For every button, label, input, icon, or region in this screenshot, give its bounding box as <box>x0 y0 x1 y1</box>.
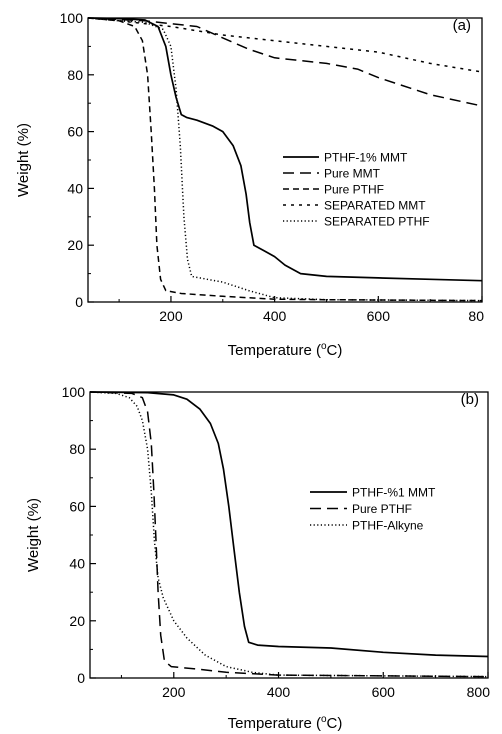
series-line-pure-pthf <box>89 391 489 678</box>
panel-b-series <box>89 391 489 678</box>
y-tick-label: 0 <box>75 294 83 310</box>
legend-entry-label: Pure PTHF <box>352 502 412 516</box>
y-tick-label: 100 <box>62 384 86 400</box>
y-tick-label: 20 <box>69 613 85 629</box>
x-tick-label: 800 <box>467 684 491 700</box>
series-line-pthf-1-mmt <box>87 17 483 282</box>
legend-entry-label: SEPARATED MMT <box>324 199 426 213</box>
x-tick-label: 200 <box>162 684 186 700</box>
y-tick-label: 40 <box>69 556 85 572</box>
panel-a-y-axis-label: Weight (%) <box>15 123 32 197</box>
legend-entry-label: Pure MMT <box>324 167 381 181</box>
x-tick-label: 600 <box>372 684 396 700</box>
series-line-pure-pthf <box>87 17 483 302</box>
y-tick-label: 60 <box>69 498 85 514</box>
y-tick-label: 0 <box>77 670 85 686</box>
x-tick-label: 400 <box>263 308 287 324</box>
panel-b-legend: PTHF-%1 MMT Pure PTHF PTHF-Alkyne <box>310 486 436 533</box>
x-tick-label: 400 <box>267 684 291 700</box>
y-tick-label: 40 <box>67 180 83 196</box>
panel-b-y-axis-label: Weight (%) <box>25 498 42 572</box>
panel-b-x-axis-label: Temperature (oC) <box>228 714 343 732</box>
panel-a-label: (a) <box>453 17 471 34</box>
panel-a-plot-frame <box>87 17 483 303</box>
series-line-separated-pthf <box>87 17 483 302</box>
panel-b-label: (b) <box>461 391 479 408</box>
legend-entry-label: SEPARATED PTHF <box>324 215 430 229</box>
y-tick-label: 80 <box>69 441 85 457</box>
x-tick-label: 200 <box>159 308 183 324</box>
panel-a-series <box>87 17 483 302</box>
y-tick-label: 60 <box>67 124 83 140</box>
legend-entry-label: Pure PTHF <box>324 183 384 197</box>
series-line-separated-mmt <box>87 17 483 73</box>
legend-entry-label: PTHF-1% MMT <box>324 151 408 165</box>
y-tick-label: 100 <box>60 10 84 26</box>
series-line-pthf-alkyne <box>89 391 489 678</box>
legend-entry-label: PTHF-%1 MMT <box>352 486 436 500</box>
series-line-pure-mmt <box>87 17 483 107</box>
panel-a-x-axis-label: Temperature (oC) <box>228 341 343 359</box>
legend-entry-label: PTHF-Alkyne <box>352 519 424 533</box>
panel-b-tick-labels: 200 400 600 800 0 20 40 60 80 100 <box>62 384 491 700</box>
panel-a-legend: PTHF-1% MMT Pure MMT Pure PTHF SEPARATED MM… <box>283 151 430 229</box>
x-tick-label: 600 <box>367 308 391 324</box>
panel-a-ticks <box>88 17 483 303</box>
x-tick-label: 80 <box>468 308 484 324</box>
y-tick-label: 20 <box>67 237 83 253</box>
series-line-pthf-1-mmt <box>89 391 489 658</box>
y-tick-label: 80 <box>67 67 83 83</box>
panel-b: 200 400 600 800 0 20 40 60 80 100 (b) Temperature… <box>25 384 490 732</box>
